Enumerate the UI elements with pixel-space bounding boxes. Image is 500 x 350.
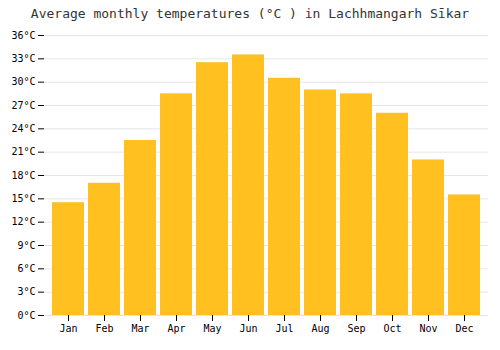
svg-text:Mar: Mar bbox=[131, 323, 149, 334]
svg-text:15°C: 15°C bbox=[11, 193, 35, 204]
svg-text:18°C: 18°C bbox=[11, 170, 35, 181]
svg-text:33°C: 33°C bbox=[11, 53, 35, 64]
svg-text:Sep: Sep bbox=[347, 323, 365, 334]
svg-text:Jun: Jun bbox=[239, 323, 257, 334]
svg-text:Apr: Apr bbox=[167, 323, 185, 334]
svg-text:May: May bbox=[203, 323, 221, 334]
svg-text:30°C: 30°C bbox=[11, 76, 35, 87]
html-text:Average monthly temperatures (: Average monthly temperatures (°C ) in La… bbox=[30, 6, 470, 21]
svg-text:36°C: 36°C bbox=[11, 30, 35, 41]
svg-text:Oct: Oct bbox=[383, 323, 401, 334]
svg-text:Feb: Feb bbox=[95, 323, 113, 334]
svg-text:Jan: Jan bbox=[59, 323, 77, 334]
svg-text:Aug: Aug bbox=[311, 323, 329, 334]
svg-text:6°C: 6°C bbox=[17, 263, 35, 274]
svg-text:Nov: Nov bbox=[419, 323, 437, 334]
svg-text:3°C: 3°C bbox=[17, 286, 35, 297]
svg-text:27°C: 27°C bbox=[11, 100, 35, 111]
svg-text:12°C: 12°C bbox=[11, 216, 35, 227]
svg-text:21°C: 21°C bbox=[11, 146, 35, 157]
svg-text:9°C: 9°C bbox=[17, 240, 35, 251]
svg-text:Jul: Jul bbox=[275, 323, 293, 334]
svg-text:Dec: Dec bbox=[455, 323, 473, 334]
svg-text:24°C: 24°C bbox=[11, 123, 35, 134]
svg-text:0°C: 0°C bbox=[17, 310, 35, 321]
